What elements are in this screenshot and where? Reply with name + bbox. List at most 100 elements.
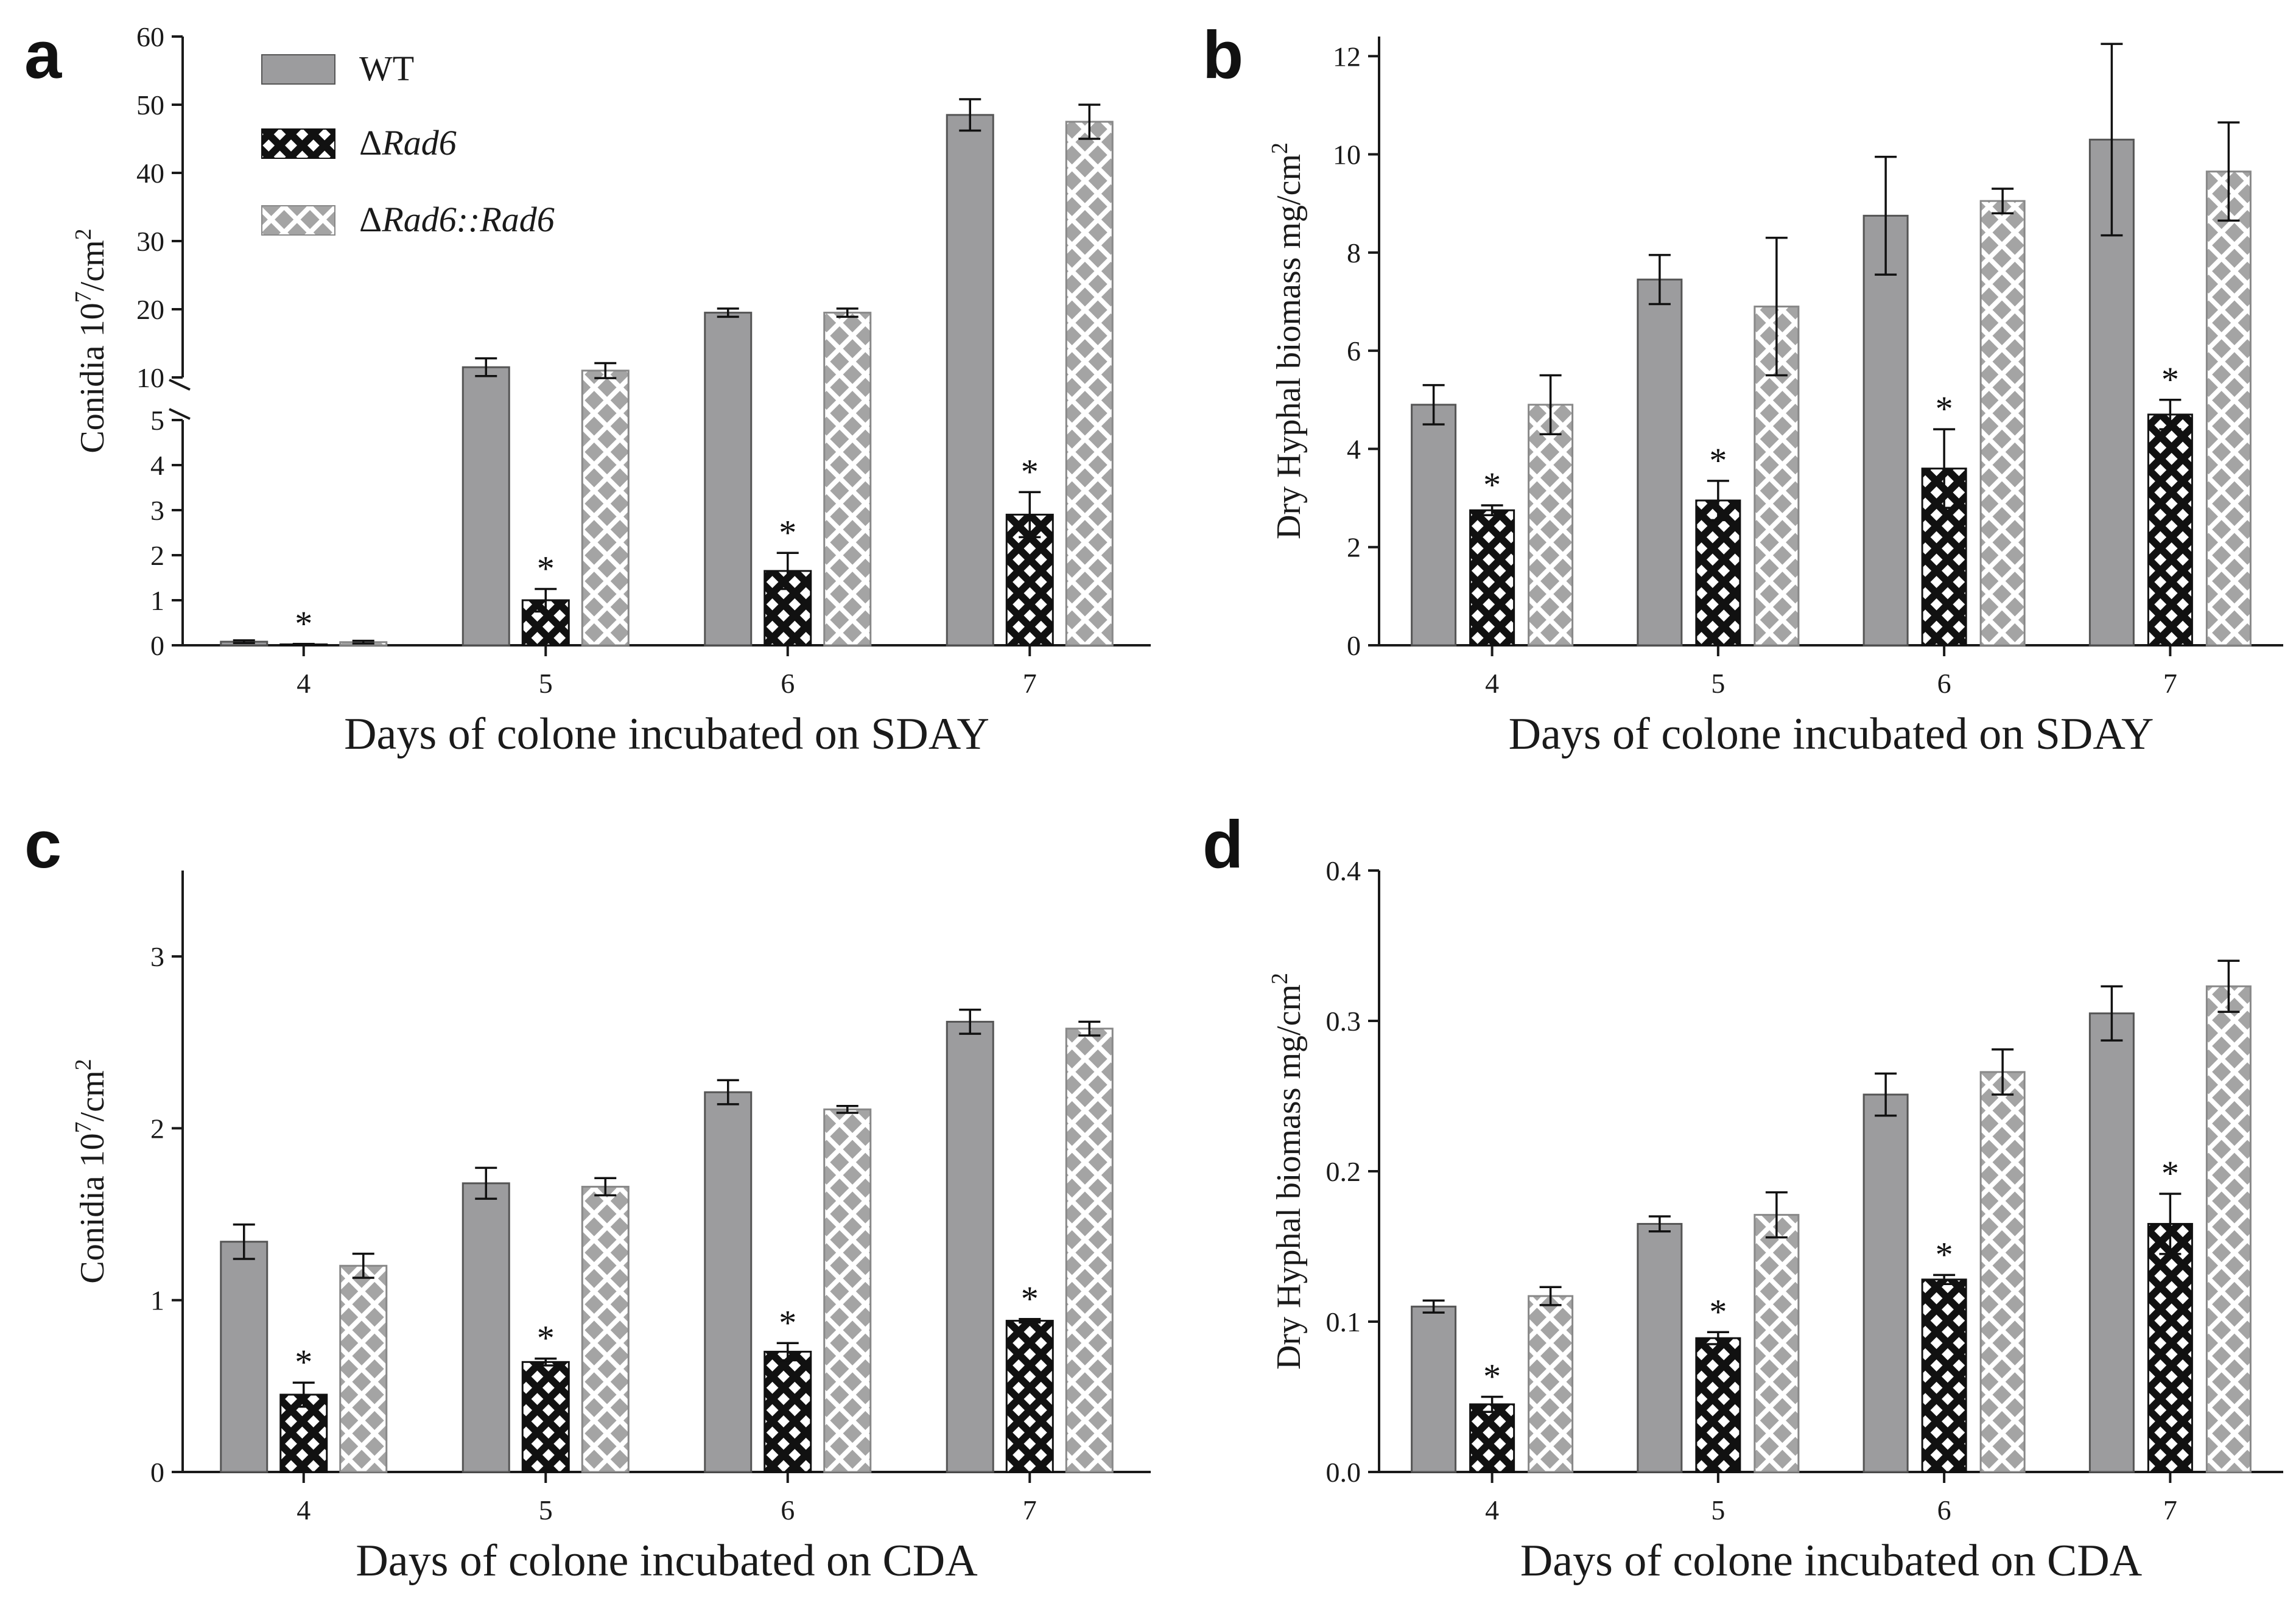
- y-tick-label: 0.2: [1326, 1156, 1361, 1187]
- y-tick-label: 30: [136, 226, 164, 257]
- legend-label-wt: WT: [359, 49, 414, 88]
- bar-mutant-day7: [2147, 413, 2193, 647]
- bar-complemented-day6: [1979, 200, 2026, 647]
- y-axis-title-sup2: 2: [71, 1059, 96, 1070]
- y-tick-label: 0.1: [1326, 1306, 1361, 1337]
- bar-wt-day5: [462, 366, 510, 647]
- y-tick-label: 2: [1347, 532, 1361, 563]
- x-tick-label-4: 4: [297, 668, 311, 699]
- bar-mutant-day5: [521, 1361, 570, 1473]
- y-tick-label: 8: [1347, 237, 1361, 268]
- legend-swatch-wt: [261, 54, 335, 85]
- bar-complemented-day4: [1528, 1295, 1574, 1473]
- x-tick-label-4: 4: [297, 1495, 311, 1526]
- bar-complemented-day6: [823, 312, 872, 647]
- y-tick-label: 2: [150, 1113, 164, 1144]
- significance-star: *: [1021, 452, 1039, 491]
- bar-wt-day7: [946, 114, 994, 647]
- x-tick-label-5: 5: [1711, 1495, 1725, 1526]
- y-axis-title: Dry Hyphal biomass mg/cm2: [1267, 973, 1308, 1370]
- bar-wt-day6: [1862, 214, 1909, 647]
- y-axis-title-text: Conidia 10: [74, 1133, 111, 1283]
- y-tick-label: 50: [136, 89, 164, 121]
- y-tick-label: 1: [150, 585, 164, 616]
- legend: WT ΔRad6 ΔRad6::Rad6: [261, 49, 555, 239]
- bar-complemented-day6: [823, 1108, 872, 1473]
- bar-mutant-day5: [1695, 499, 1741, 647]
- bar-complemented-day7: [1065, 121, 1114, 647]
- bar-mutant-day7: [1005, 1320, 1054, 1473]
- significance-star: *: [2161, 1154, 2179, 1193]
- bar-wt-day4: [1411, 1305, 1457, 1473]
- y-tick-label: 6: [1347, 335, 1361, 366]
- y-axis-title-sup: 2: [1267, 142, 1293, 154]
- y-axis-title-sup: 2: [1267, 973, 1293, 984]
- panel-d-biomass-cda: 0.0 0.1 0.2 0.3 0.4 4 * 5 * 6 * 7 * Days of colone in…: [1267, 855, 2283, 1586]
- bar-mutant-day5: [1695, 1337, 1741, 1473]
- y-tick-label: 4: [150, 450, 164, 481]
- panel-letter-d: d: [1202, 807, 1243, 882]
- y-axis-title-tail: /cm: [74, 240, 111, 291]
- y-tick-label: 3: [150, 941, 164, 972]
- y-tick-label: 2: [150, 540, 164, 571]
- x-tick-label-7: 7: [1023, 668, 1037, 699]
- x-axis-title: Days of colone incubated on CDA: [356, 1536, 977, 1586]
- y-axis-title-sup: 7: [71, 291, 96, 303]
- y-tick-label: 0: [150, 630, 164, 661]
- y-axis-title: Conidia 107/cm2: [71, 228, 111, 453]
- panel-c-conidia-cda: 0 1 2 3 4 * 5 * 6 * 7 * Days of colone incubated on …: [71, 871, 1151, 1586]
- y-axis-title-text: Dry Hyphal biomass mg/cm: [1270, 154, 1308, 539]
- bar-mutant-day7: [2147, 1222, 2193, 1473]
- bar-wt-day7: [2088, 1012, 2135, 1473]
- significance-star: *: [537, 1319, 555, 1358]
- panel-letters: a b c d: [24, 18, 1243, 882]
- x-axis-title: Days of colone incubated on SDAY: [344, 709, 989, 759]
- significance-star: *: [295, 1342, 312, 1382]
- bar-wt-day4: [1411, 404, 1457, 647]
- bar-complemented-day4: [339, 1264, 388, 1473]
- y-tick-label: 0.3: [1326, 1006, 1361, 1037]
- y-tick-label: 60: [136, 21, 164, 52]
- bar-wt-day4: [220, 1241, 269, 1473]
- y-tick-label: 0: [150, 1457, 164, 1488]
- significance-star: *: [1709, 1292, 1727, 1331]
- significance-star: *: [779, 513, 796, 552]
- legend-label-mutant: ΔRad6: [359, 123, 457, 163]
- bar-wt-day6: [704, 1091, 753, 1473]
- panel-letter-b: b: [1202, 18, 1243, 93]
- y-axis-title: Dry Hyphal biomass mg/cm2: [1267, 142, 1308, 539]
- x-tick-label-5: 5: [539, 668, 553, 699]
- y-tick-label: 0: [1347, 630, 1361, 661]
- y-tick-label: 40: [136, 158, 164, 189]
- x-tick-label-5: 5: [539, 1495, 553, 1526]
- significance-star: *: [1483, 465, 1501, 505]
- bar-wt-day6: [1862, 1093, 1909, 1473]
- significance-star: *: [1021, 1279, 1039, 1319]
- bar-mutant-day6: [764, 1350, 812, 1473]
- bar-mutant-day4: [1469, 1403, 1515, 1473]
- y-tick-label: 10: [136, 362, 164, 393]
- bar-wt-day5: [1637, 278, 1683, 647]
- legend-swatch-complemented: [261, 205, 335, 236]
- significance-star: *: [1483, 1357, 1501, 1396]
- bar-mutant-day4: [1469, 509, 1515, 647]
- y-tick-label: 12: [1333, 41, 1361, 72]
- bar-complemented-day5: [581, 370, 630, 647]
- bar-mutant-day7: [1005, 513, 1054, 647]
- significance-star: *: [537, 549, 555, 589]
- legend-label-complemented: ΔRad6::Rad6: [359, 200, 555, 239]
- x-tick-label-5: 5: [1711, 668, 1725, 699]
- legend-swatch-mutant: [261, 128, 335, 159]
- panel-b-biomass-sday: 0 2 4 6 8 10 12 4 * 5 * 6 * 7 * Days of colone incubate…: [1267, 37, 2283, 759]
- x-tick-label-6: 6: [1937, 668, 1951, 699]
- significance-star: *: [2161, 360, 2179, 399]
- bar-complemented-day6: [1979, 1071, 2026, 1473]
- bar-complemented-day7: [1065, 1028, 1114, 1473]
- y-axis-title: Conidia 107/cm2: [71, 1059, 111, 1283]
- panel-a-conidia-sday: 0 1 2 3 4 5 10 20 30 40 50 60 4 * 5 * 6 * 7 * Days of colone…: [71, 21, 1151, 759]
- bar-complemented-day4: [1528, 404, 1574, 647]
- x-tick-label-7: 7: [2163, 1495, 2177, 1526]
- x-tick-label-4: 4: [1485, 1495, 1499, 1526]
- x-tick-label-6: 6: [1937, 1495, 1951, 1526]
